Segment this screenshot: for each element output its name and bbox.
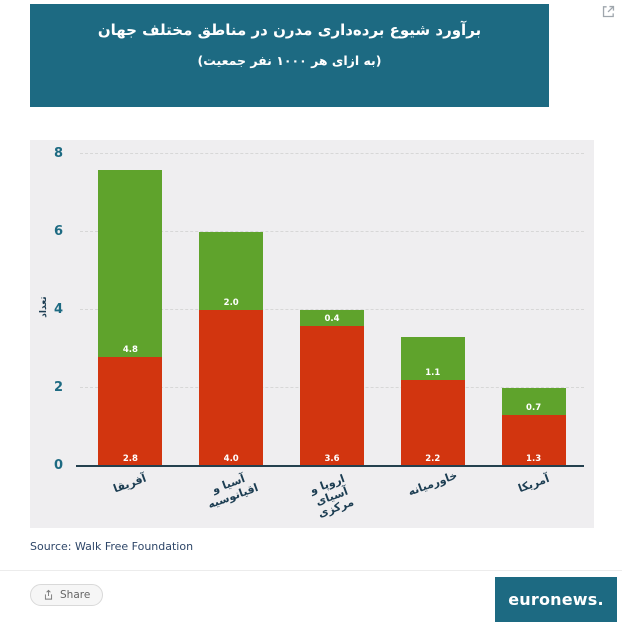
- euronews-wordmark: euronews.: [508, 590, 604, 609]
- category-slot: آسیا و اقیانوسیه: [181, 470, 282, 526]
- share-button-label: Share: [60, 589, 91, 601]
- share-button[interactable]: Share: [30, 584, 104, 606]
- bar-segment-red-bottom[interactable]: 2.8: [98, 356, 163, 466]
- stacked-bar[interactable]: 2.8 4.8: [98, 169, 163, 466]
- open-external-icon[interactable]: [601, 4, 616, 19]
- bar-value-label: 0.4: [324, 313, 340, 324]
- category-label: آفریقا: [111, 471, 149, 496]
- bar-segment-red-bottom[interactable]: 4.0: [199, 310, 264, 466]
- bar-slot: 4.0 2.0: [181, 154, 282, 466]
- category-label: اروپا و آسیای مرکزی: [308, 472, 356, 521]
- bar-value-label: 1.1: [425, 368, 441, 379]
- y-tick-label: 0: [53, 458, 63, 473]
- plot-area: 2.8 4.8 4.0 2.0 3.6 0.4 2.2 1.1 1.3 0.7: [76, 153, 584, 467]
- bar-segment-green-top[interactable]: 4.8: [98, 169, 163, 357]
- category-slot: اروپا و آسیای مرکزی: [282, 470, 383, 526]
- bar-value-label: 2.8: [122, 454, 138, 464]
- bar-segment-red-bottom[interactable]: 1.3: [501, 415, 566, 466]
- x-axis-line: [76, 465, 584, 467]
- gridline: [80, 153, 584, 154]
- bar-segment-green-top[interactable]: 0.7: [501, 388, 566, 416]
- bar-value-label: 0.7: [526, 403, 542, 414]
- bar-value-label: 2.2: [425, 454, 441, 464]
- bar-segment-red-bottom[interactable]: 2.2: [400, 380, 465, 466]
- stacked-bar[interactable]: 2.2 1.1: [400, 337, 465, 466]
- bar-value-label: 2.0: [223, 298, 239, 308]
- category-slot: آمریکا: [483, 470, 584, 526]
- source-text: Source: Walk Free Foundation: [30, 540, 194, 553]
- category-label: آمریکا: [515, 471, 551, 496]
- bar-value-label: 1.3: [526, 454, 542, 464]
- bar-value-label: 4.8: [122, 344, 138, 355]
- category-labels: آفریقا آسیا و اقیانوسیه اروپا و آسیای مرکز…: [80, 468, 584, 526]
- chart-header: برآورد شیوع برده‌داری مدرن در مناطق مختل…: [30, 4, 549, 107]
- stacked-bar[interactable]: 3.6 0.4: [299, 310, 364, 466]
- share-icon: [43, 589, 54, 601]
- y-tick-label: 4: [53, 302, 63, 317]
- y-tick-label: 8: [53, 146, 63, 161]
- euronews-logo: euronews.: [495, 577, 617, 622]
- bar-slot: 1.3 0.7: [483, 154, 584, 466]
- chart-subtitle: (به ازای هر ۱۰۰۰ نفر جمعیت): [197, 52, 382, 68]
- stacked-bar[interactable]: 1.3 0.7: [501, 388, 566, 466]
- bar-segment-green-top[interactable]: 0.4: [299, 310, 364, 326]
- y-tick-label: 2: [53, 380, 63, 395]
- bar-slot: 2.2 1.1: [382, 154, 483, 466]
- gridline: [80, 231, 584, 232]
- chart-title: برآورد شیوع برده‌داری مدرن در مناطق مختل…: [97, 21, 482, 39]
- bar-value-label: 3.6: [324, 454, 340, 464]
- bar-value-label: 4.0: [223, 454, 239, 464]
- y-tick-label: 6: [53, 224, 63, 239]
- category-slot: آفریقا: [80, 470, 181, 526]
- bar-segment-green-top[interactable]: 2.0: [199, 232, 264, 310]
- bar-slot: 3.6 0.4: [282, 154, 383, 466]
- stacked-bar[interactable]: 4.0 2.0: [199, 232, 264, 466]
- category-slot: خاورمیانه: [382, 468, 483, 526]
- category-label: آسیا و اقیانوسیه: [206, 472, 261, 511]
- bar-segment-green-top[interactable]: 1.1: [400, 337, 465, 381]
- gridline: [80, 309, 584, 310]
- category-label: خاورمیانه: [406, 468, 459, 499]
- bar-slot: 2.8 4.8: [80, 154, 181, 466]
- bars-row: 2.8 4.8 4.0 2.0 3.6 0.4 2.2 1.1 1.3 0.7: [80, 154, 584, 466]
- y-axis-ticks: 0 2 4 6 8: [30, 146, 72, 473]
- bar-segment-red-bottom[interactable]: 3.6: [299, 325, 364, 466]
- footer-divider: [0, 570, 622, 571]
